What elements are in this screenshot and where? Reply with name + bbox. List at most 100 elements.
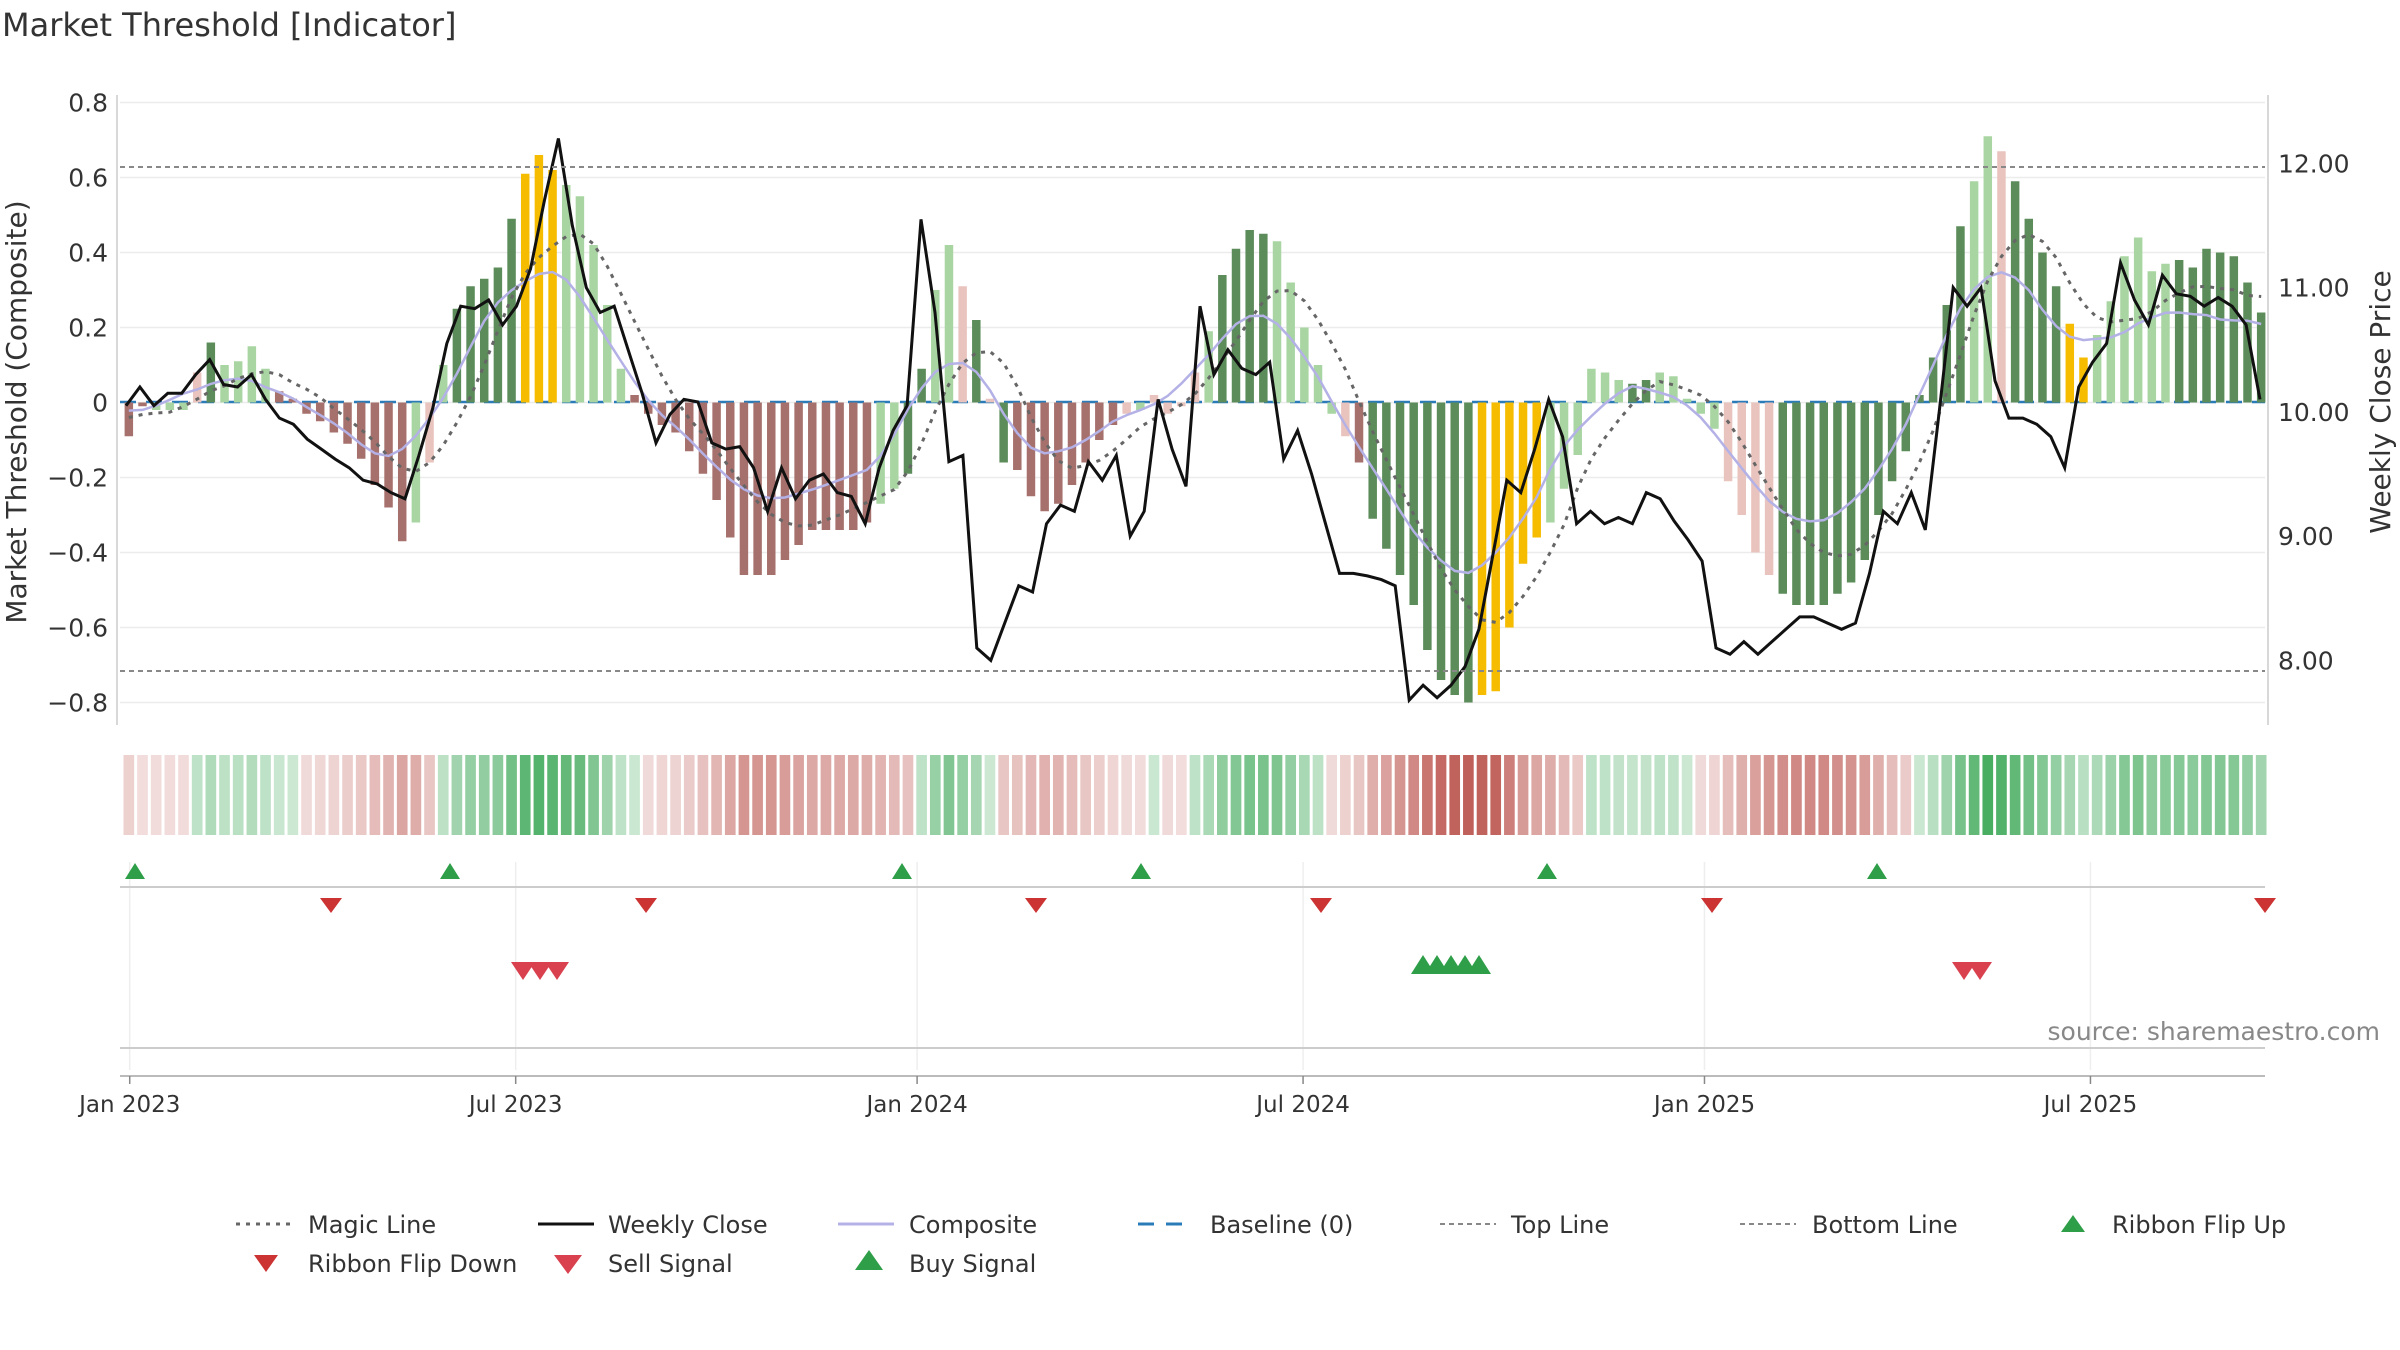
y-tick-label: 0 <box>92 389 108 418</box>
legend-item-weekly-close: Weekly Close <box>538 1211 768 1239</box>
composite-bar <box>2161 263 2170 403</box>
ribbon-cell <box>2187 755 2199 835</box>
ribbon-cell <box>1613 755 1625 835</box>
composite-bar <box>1833 402 1842 594</box>
ribbon-cell <box>779 755 791 835</box>
composite-bar <box>1436 402 1446 680</box>
y-tick-label: −0.2 <box>47 464 108 493</box>
y-tick-label: −0.4 <box>47 539 108 568</box>
ribbon-cell <box>1996 755 2007 835</box>
composite-bar <box>1464 402 1473 703</box>
composite-bar <box>753 402 762 575</box>
ribbon-cell <box>1804 755 1816 835</box>
ribbon-cell <box>1914 755 1925 835</box>
ribbon-cell <box>1859 755 1871 835</box>
legend-label: Magic Line <box>308 1211 436 1239</box>
ribbon-flip-up-marker <box>1867 863 1887 879</box>
ribbon-cell <box>1258 755 1269 835</box>
composite-bar <box>274 391 284 403</box>
ribbon-cell <box>1299 755 1310 835</box>
ribbon-cell <box>342 755 353 835</box>
ribbon-cell <box>1039 755 1050 835</box>
y2-tick-label: 8.00 <box>2278 646 2334 675</box>
composite-bar <box>138 402 147 407</box>
sell-signal-marker <box>528 962 552 980</box>
ribbon-cell <box>328 755 340 835</box>
composite-bar <box>1628 383 1637 403</box>
ribbon-flip-up-marker <box>892 863 912 879</box>
ribbon-cell <box>2173 755 2185 835</box>
ribbon-cell <box>1736 755 1748 835</box>
composite-bar <box>1382 402 1391 549</box>
legend-label: Sell Signal <box>608 1250 733 1278</box>
composite-bar <box>1532 402 1541 538</box>
composite-bar <box>1696 402 1705 414</box>
ribbon-cell <box>2132 755 2144 835</box>
ribbon-cell <box>2146 755 2158 835</box>
ribbon-cell <box>1517 755 1529 835</box>
composite-bar <box>192 372 202 403</box>
ribbon-cell <box>533 755 545 835</box>
composite-bar <box>1682 398 1692 403</box>
composite-bar <box>698 402 708 474</box>
ribbon-cell <box>219 755 230 835</box>
composite-bar <box>1026 402 1036 497</box>
y-tick-label: −0.8 <box>47 689 108 718</box>
ribbon-cell <box>970 755 982 835</box>
ribbon-cell <box>697 755 709 835</box>
ribbon-cell <box>765 755 777 835</box>
magic-line <box>128 232 2262 624</box>
ribbon-cell <box>1572 755 1584 835</box>
ribbon-cell <box>1531 755 1543 835</box>
composite-bar <box>1095 402 1104 440</box>
ribbon-cell <box>957 755 968 835</box>
y2-axis-label: Weekly Close Price <box>2364 270 2397 533</box>
composite-bar <box>2256 312 2266 403</box>
composite-bar <box>1505 402 1514 628</box>
composite-bar <box>849 402 858 530</box>
ribbon-cell <box>998 755 1009 835</box>
ribbon-cell <box>1627 755 1638 835</box>
y-tick-label: 0.8 <box>68 89 108 118</box>
ribbon-cell <box>642 755 654 835</box>
ribbon-cell <box>1353 755 1365 835</box>
composite-bar <box>2147 271 2157 403</box>
composite-bar <box>2133 237 2143 403</box>
ribbon-cell <box>1982 755 1994 835</box>
composite-bar <box>808 402 817 530</box>
composite-bar <box>1368 402 1377 519</box>
ribbon-cell <box>1052 755 1064 835</box>
y-tick-label: 0.6 <box>68 164 108 193</box>
ribbon-cell <box>191 755 203 835</box>
composite-bar <box>630 395 639 403</box>
x-tick-label: Jan 2024 <box>864 1092 967 1118</box>
legend-label: Composite <box>909 1211 1037 1239</box>
composite-bar <box>1423 402 1432 650</box>
composite-bar <box>520 173 530 403</box>
composite-bar <box>1300 327 1309 403</box>
ribbon-cell <box>2091 755 2103 835</box>
composite-bar <box>903 402 913 474</box>
composite-bar <box>1819 402 1829 605</box>
ribbon-cell <box>916 755 927 835</box>
composite-bar <box>835 402 844 530</box>
composite-bar <box>1710 402 1719 429</box>
sell-signal-marker <box>1968 962 1992 980</box>
ribbon-cell <box>1340 755 1351 835</box>
legend-item-sell-signal: Sell Signal <box>554 1250 733 1278</box>
composite-bar <box>603 305 612 403</box>
ribbon-cell <box>383 755 394 835</box>
ribbon-cell <box>929 755 941 835</box>
composite-bar <box>1928 357 1938 403</box>
composite-bar <box>493 267 503 403</box>
composite-bar <box>1846 402 1856 583</box>
composite-bar <box>1956 226 1965 403</box>
ribbon-flip-down-marker <box>1310 898 1332 913</box>
composite-bar <box>1655 372 1664 403</box>
composite-bar <box>315 402 325 422</box>
composite-bar <box>1587 368 1596 403</box>
ribbon-cell <box>1107 755 1119 835</box>
ribbon-cell <box>834 755 845 835</box>
composite-bar <box>329 402 339 433</box>
composite-bar <box>425 402 434 463</box>
